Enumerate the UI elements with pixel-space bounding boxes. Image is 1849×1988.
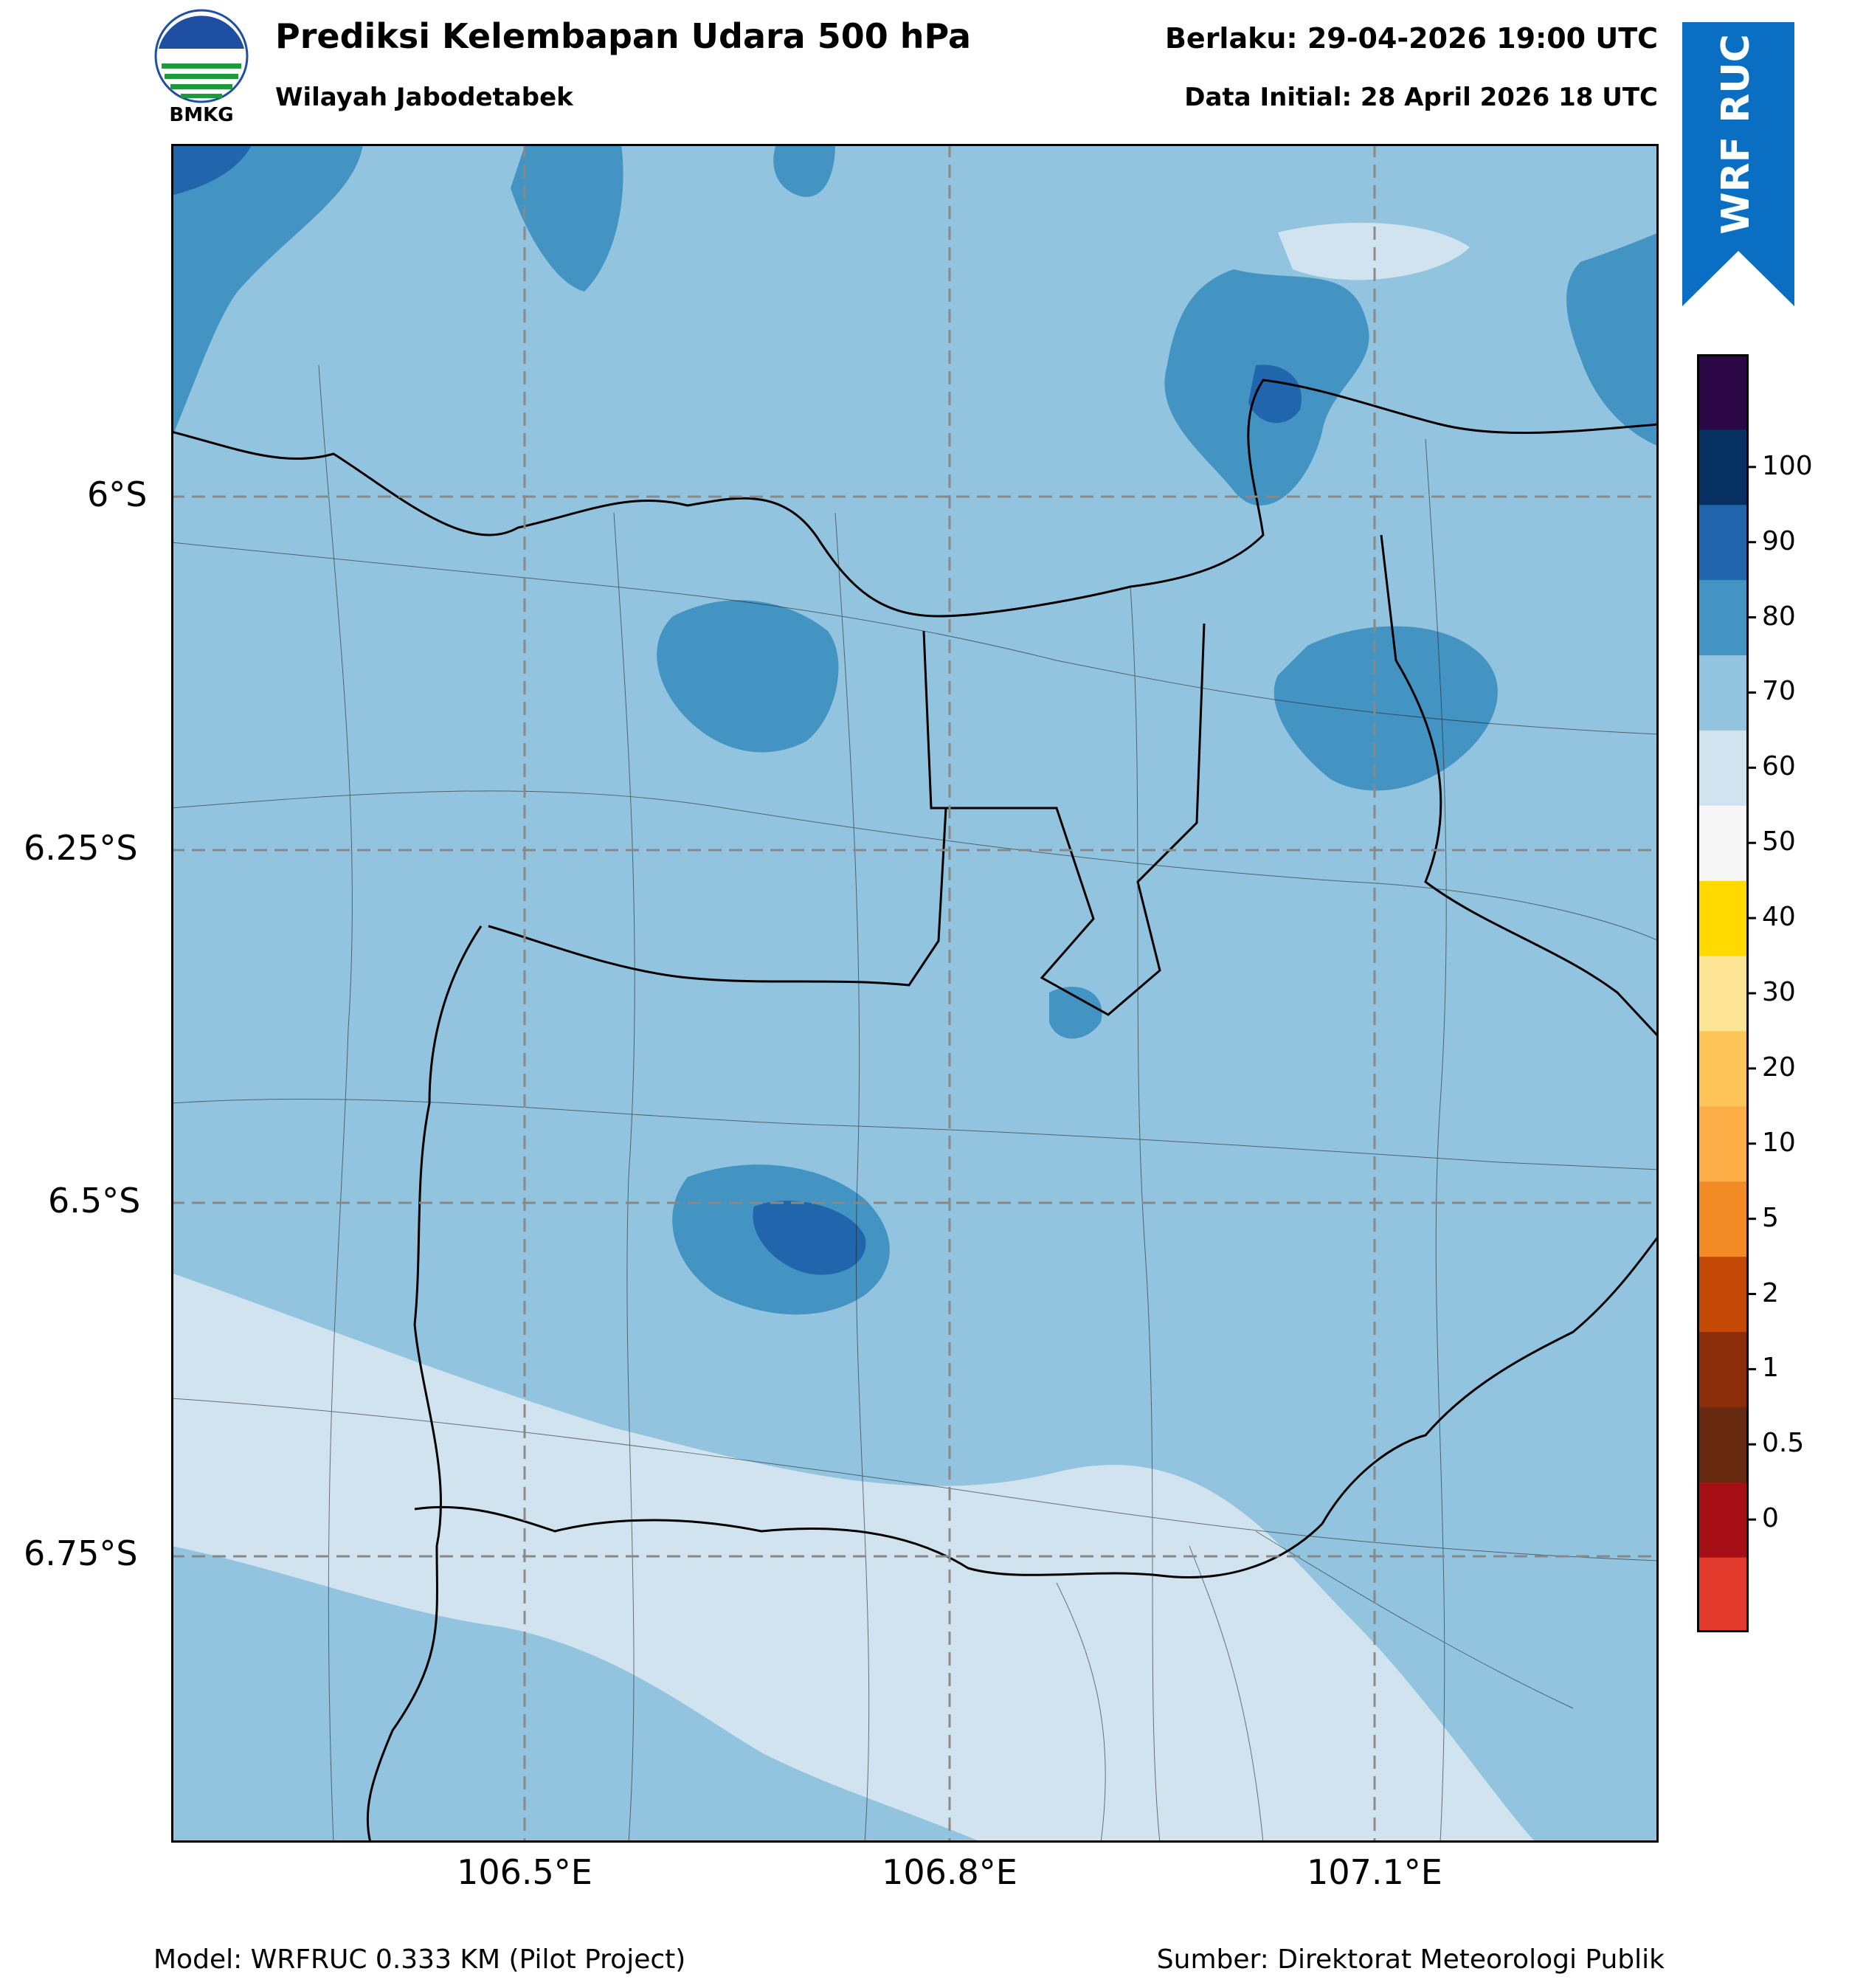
colorbar-label: 80 — [1762, 601, 1796, 632]
bmkg-logo: BMKG — [154, 9, 249, 124]
ribbon-label: WRF RUC — [1714, 34, 1758, 234]
lat-label-6-75s: 6.75°S — [24, 1533, 138, 1573]
lon-label-107-1e: 107.1°E — [1307, 1852, 1442, 1892]
colorbar-swatch — [1697, 579, 1749, 656]
logo-text: BMKG — [169, 104, 233, 124]
lat-label-6s: 6°S — [87, 474, 148, 514]
colorbar-label: 40 — [1762, 902, 1796, 933]
source-footer: Sumber: Direktorat Meteorologi Publik — [1156, 1944, 1665, 1975]
colorbar-label: 30 — [1762, 977, 1796, 1007]
map-subtitle: Wilayah Jabodetabek — [275, 83, 573, 112]
colorbar-label: 0.5 — [1762, 1428, 1805, 1459]
colorbar-label: 100 — [1762, 450, 1813, 481]
valid-time: Berlaku: 29-04-2026 19:00 UTC — [1164, 22, 1658, 55]
colorbar-label: 70 — [1762, 676, 1796, 707]
colorbar-swatches — [1697, 354, 1756, 1632]
lon-label-106-8e: 106.8°E — [882, 1852, 1017, 1892]
colorbar-swatch — [1697, 956, 1749, 1032]
colorbar-label: 0 — [1762, 1503, 1779, 1534]
colorbar-label: 20 — [1762, 1052, 1796, 1083]
initial-time: Data Initial: 28 April 2026 18 UTC — [1184, 83, 1658, 112]
wrf-ruc-ribbon: WRF RUC — [1682, 22, 1794, 306]
colorbar-label: 50 — [1762, 826, 1796, 857]
colorbar-swatch — [1697, 880, 1749, 956]
lat-label-6-5s: 6.5°S — [48, 1181, 141, 1221]
colorbar-swatch — [1697, 1407, 1749, 1483]
colorbar-swatch — [1697, 1482, 1749, 1558]
lat-label-6-25s: 6.25°S — [24, 828, 138, 868]
model-footer: Model: WRFRUC 0.333 KM (Pilot Project) — [153, 1944, 686, 1975]
colorbar-label: 5 — [1762, 1202, 1779, 1233]
colorbar-swatch — [1697, 504, 1749, 581]
colorbar-swatch — [1697, 1105, 1749, 1182]
colorbar-swatch — [1697, 354, 1749, 430]
colorbar-label: 10 — [1762, 1127, 1796, 1158]
colorbar: 0 0.5 1 2 5 10 20 30 40 50 60 70 80 90 100 — [1697, 354, 1813, 1632]
colorbar-swatch — [1697, 1030, 1749, 1107]
colorbar-label: 90 — [1762, 525, 1796, 556]
colorbar-swatch — [1697, 1181, 1749, 1257]
lon-label-106-5e: 106.5°E — [457, 1852, 592, 1892]
colorbar-swatch — [1697, 730, 1749, 806]
colorbar-swatch — [1697, 1256, 1749, 1332]
colorbar-swatch — [1697, 1557, 1749, 1632]
humidity-map — [171, 144, 1659, 1843]
colorbar-swatch — [1697, 655, 1749, 731]
colorbar-label: 2 — [1762, 1277, 1779, 1308]
colorbar-label: 1 — [1762, 1353, 1779, 1384]
colorbar-swatch — [1697, 805, 1749, 881]
colorbar-swatch — [1697, 1331, 1749, 1407]
colorbar-label: 60 — [1762, 751, 1796, 782]
colorbar-swatch — [1697, 429, 1749, 505]
map-title: Prediksi Kelembapan Udara 500 hPa — [275, 16, 972, 56]
